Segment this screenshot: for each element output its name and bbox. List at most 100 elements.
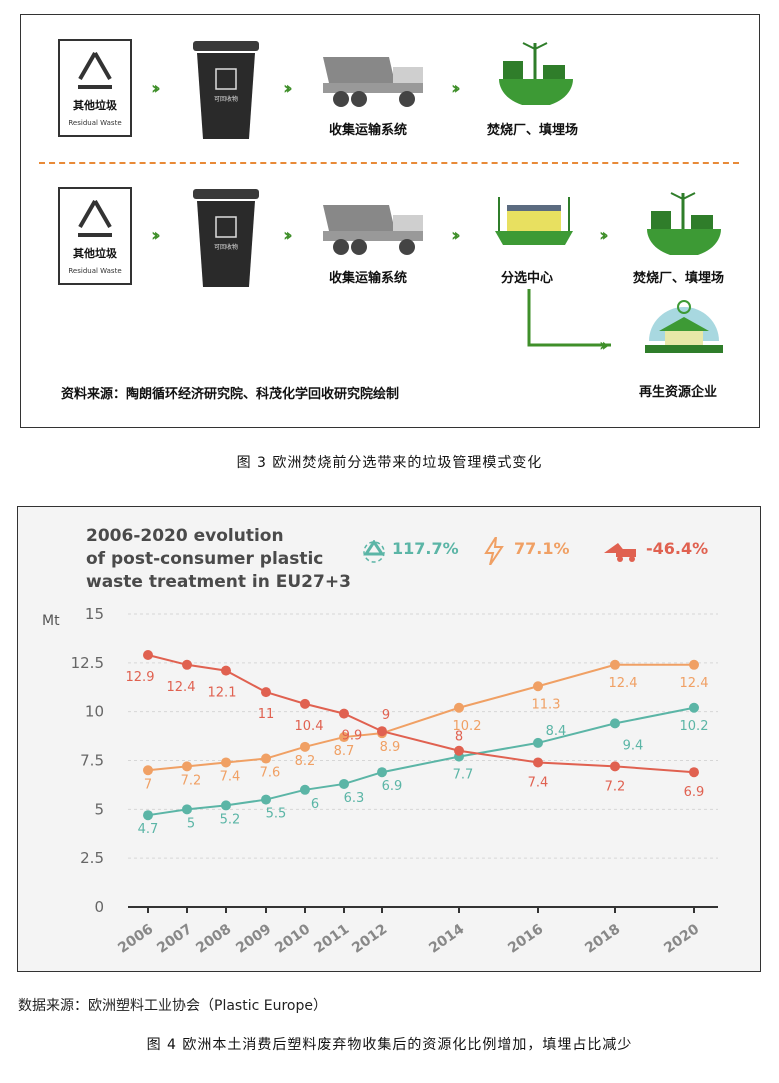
data-label: 9 <box>382 708 390 723</box>
y-tick-label: 0 <box>94 898 104 916</box>
chart-title-line: 2006-2020 evolution <box>86 526 284 546</box>
data-point <box>339 778 349 789</box>
data-label: 8 <box>455 730 463 745</box>
data-point <box>689 702 699 713</box>
bin-label: 可回收物 <box>214 243 238 251</box>
recycling-label: 再生资源企业 <box>639 385 718 400</box>
data-point <box>182 659 192 670</box>
transport-label: 收集运输系统 <box>329 123 408 138</box>
data-label: 8.7 <box>334 744 355 759</box>
data-label: 6.9 <box>382 779 403 794</box>
chart-panel: 2006-2020 evolution of post-consumer pla… <box>17 506 761 972</box>
landfill-stat: -46.4% <box>646 539 709 558</box>
arrow-icon: ›› <box>451 225 461 246</box>
data-point <box>610 718 620 729</box>
waste-flow-diagram: 其他垃圾 Residual Waste ›› 可回收物 ›› 收集运输系统 ››… <box>20 14 760 428</box>
data-label: 12.4 <box>680 676 709 691</box>
data-label: 10.2 <box>453 719 482 734</box>
data-point <box>143 765 153 776</box>
data-label: 6.9 <box>684 785 705 800</box>
data-point <box>454 745 464 756</box>
data-point <box>533 681 543 692</box>
data-point <box>377 767 387 778</box>
data-point <box>300 741 310 752</box>
data-label: 7.4 <box>528 775 549 790</box>
energy-stat: 77.1% <box>514 539 570 558</box>
chart-title: 2006-2020 evolution of post-consumer pla… <box>86 525 351 594</box>
dump-truck-icon <box>323 57 423 107</box>
x-tick-label: 2009 <box>233 921 274 956</box>
data-label: 7.2 <box>605 779 626 794</box>
waste-bin-icon: 可回收物 <box>193 41 259 139</box>
x-tick-label: 2008 <box>193 921 234 956</box>
x-tick-label: 2012 <box>349 921 390 956</box>
final-label: 焚烧厂、填埋场 <box>487 123 579 138</box>
data-point <box>221 757 231 768</box>
transport-label: 收集运输系统 <box>329 271 408 286</box>
figure4-caption: 图 4 欧洲本土消费后塑料废弃物收集后的资源化比例增加，填埋占比减少 <box>146 1037 633 1053</box>
final-label: 焚烧厂、填埋场 <box>633 271 725 286</box>
arrow-icon: ›› <box>283 225 293 246</box>
data-label: 7.4 <box>220 769 241 784</box>
y-tick-label: 10 <box>85 703 104 721</box>
y-tick-label: 7.5 <box>80 752 104 770</box>
arrow-icon: ›› <box>151 225 161 246</box>
data-point <box>182 761 192 772</box>
data-label: 4.7 <box>138 822 159 837</box>
symbol-en-text: Residual Waste <box>68 267 121 275</box>
incineration-landfill-icon <box>647 192 721 255</box>
data-label: 9.4 <box>623 738 644 753</box>
arrow-icon: ›› <box>599 225 609 246</box>
line-chart: Mt02.557.51012.5152006200720082009201020… <box>42 605 718 957</box>
data-point <box>143 650 153 661</box>
data-point <box>610 659 620 670</box>
dump-truck-icon <box>323 205 423 255</box>
data-label: 7.6 <box>260 766 281 781</box>
data-point <box>339 732 349 743</box>
arrow-icon: ›› <box>151 78 161 99</box>
symbol-en-text: Residual Waste <box>68 119 121 127</box>
sorting-center-label: 分选中心 <box>501 271 554 286</box>
incineration-landfill-icon <box>499 42 573 105</box>
y-tick-label: 5 <box>94 800 104 818</box>
data-label: 11 <box>258 707 275 722</box>
arrow-icon: ›› <box>599 335 609 356</box>
data-label: 6.3 <box>344 791 365 806</box>
data-label: 8.9 <box>380 740 401 755</box>
x-tick-label: 2018 <box>582 921 623 956</box>
data-point <box>300 698 310 709</box>
data-point <box>300 784 310 795</box>
data-point <box>143 810 153 821</box>
data-label: 6 <box>311 797 319 812</box>
data-point <box>533 737 543 748</box>
x-tick-label: 2020 <box>661 921 702 957</box>
data-label: 7.2 <box>181 773 202 788</box>
data-label: 5 <box>187 816 195 831</box>
data-label: 7 <box>144 777 152 792</box>
symbol-cn-text: 其他垃圾 <box>73 98 118 112</box>
y-tick-label: 15 <box>85 605 104 623</box>
y-tick-label: 12.5 <box>71 654 104 672</box>
data-point <box>377 726 387 737</box>
data-point <box>689 767 699 778</box>
figure3-source: 资料来源：陶朗循环经济研究院、科茂化学回收研究院绘制 <box>61 387 400 402</box>
data-point <box>221 800 231 811</box>
data-label: 10.4 <box>295 719 324 734</box>
symbol-cn-text: 其他垃圾 <box>73 246 118 260</box>
residual-waste-symbol: 其他垃圾 Residual Waste <box>58 39 132 137</box>
landfill-truck-icon <box>604 543 636 562</box>
y-axis-label: Mt <box>42 613 60 629</box>
recycling-icon <box>363 540 385 563</box>
energy-bolt-icon <box>484 537 504 565</box>
sorting-center-icon <box>495 197 573 245</box>
data-point <box>261 753 271 764</box>
data-point <box>339 708 349 719</box>
recycling-stat: 117.7% <box>392 539 459 558</box>
x-tick-label: 2007 <box>154 921 195 956</box>
divider-dashed <box>39 162 739 164</box>
connector-line <box>527 289 611 347</box>
data-point <box>689 659 699 670</box>
waste-bin-icon: 可回收物 <box>193 189 259 287</box>
y-tick-label: 2.5 <box>80 849 104 867</box>
data-label: 12.1 <box>208 686 237 701</box>
